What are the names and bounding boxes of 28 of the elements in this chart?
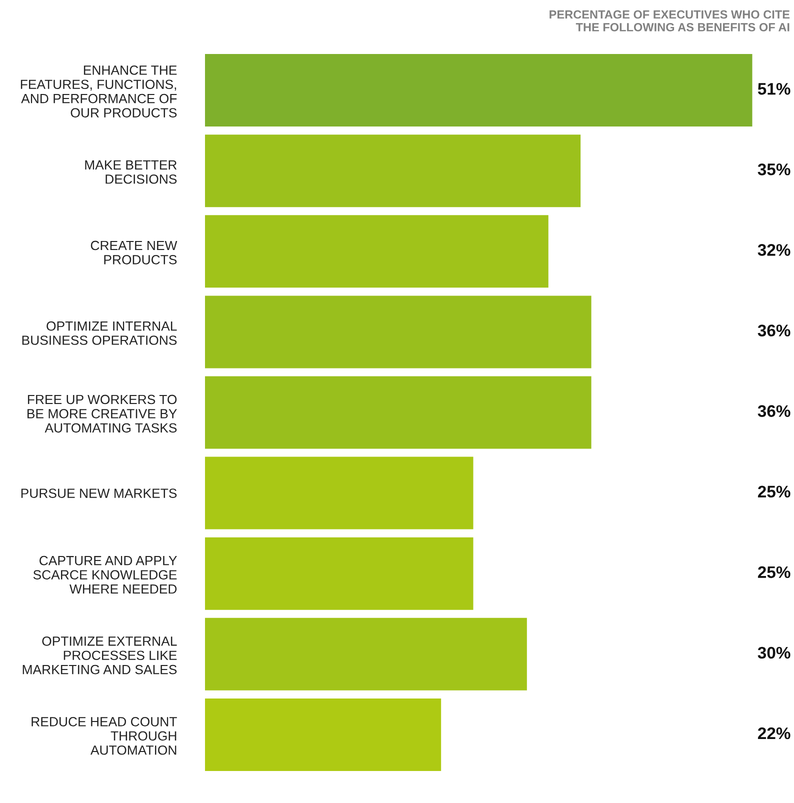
- y-tick-label: MAKE BETTER DECISIONS: [85, 160, 177, 184]
- bar: [205, 698, 442, 771]
- y-tick-label: CAPTURE AND APPLY SCARCE KNOWLEDGE WHERE NEEDED: [33, 556, 177, 594]
- data-label: 36%: [758, 405, 790, 417]
- y-tick-label: OPTIMIZE EXTERNAL PROCESSES LIKE MARKETING AND SALES: [22, 636, 177, 674]
- data-label: 51%: [758, 82, 790, 95]
- bar: [205, 618, 527, 690]
- y-tick-label: PURSUE NEW MARKETS: [21, 488, 177, 498]
- y-tick-label: ENHANCE THE FEATURES, FUNCTIONS, AND PERFORMANCE OF OUR PRODUCTS: [20, 65, 177, 118]
- y-tick-label: REDUCE HEAD COUNT THROUGH AUTOMATION: [32, 717, 177, 755]
- bar: [205, 456, 474, 530]
- bar: [205, 376, 592, 449]
- bar: [205, 537, 474, 610]
- data-label: 32%: [758, 244, 790, 256]
- y-tick-label: CREATE NEW PRODUCTS: [90, 240, 178, 264]
- data-label: 25%: [758, 486, 790, 498]
- y-tick-label: FREE UP WORKERS TO BE MORE CREATIVE BY AUTOMATING TASKS: [28, 394, 177, 433]
- data-label: 35%: [758, 164, 790, 176]
- data-label: 25%: [758, 566, 790, 578]
- data-label: 36%: [758, 324, 790, 336]
- chart-title: PERCENTAGE OF EXECUTIVES WHO CITE THE FOLLOWING AS BENEFITS OF AI: [550, 10, 790, 32]
- data-label: 22%: [758, 727, 790, 740]
- bar: [205, 134, 581, 208]
- y-tick-label: OPTIMIZE INTERNAL BUSINESS OPERATIONS: [22, 321, 177, 345]
- bar: [205, 54, 752, 127]
- bar: [205, 215, 548, 288]
- bar: [205, 296, 592, 368]
- data-label: 30%: [758, 646, 790, 659]
